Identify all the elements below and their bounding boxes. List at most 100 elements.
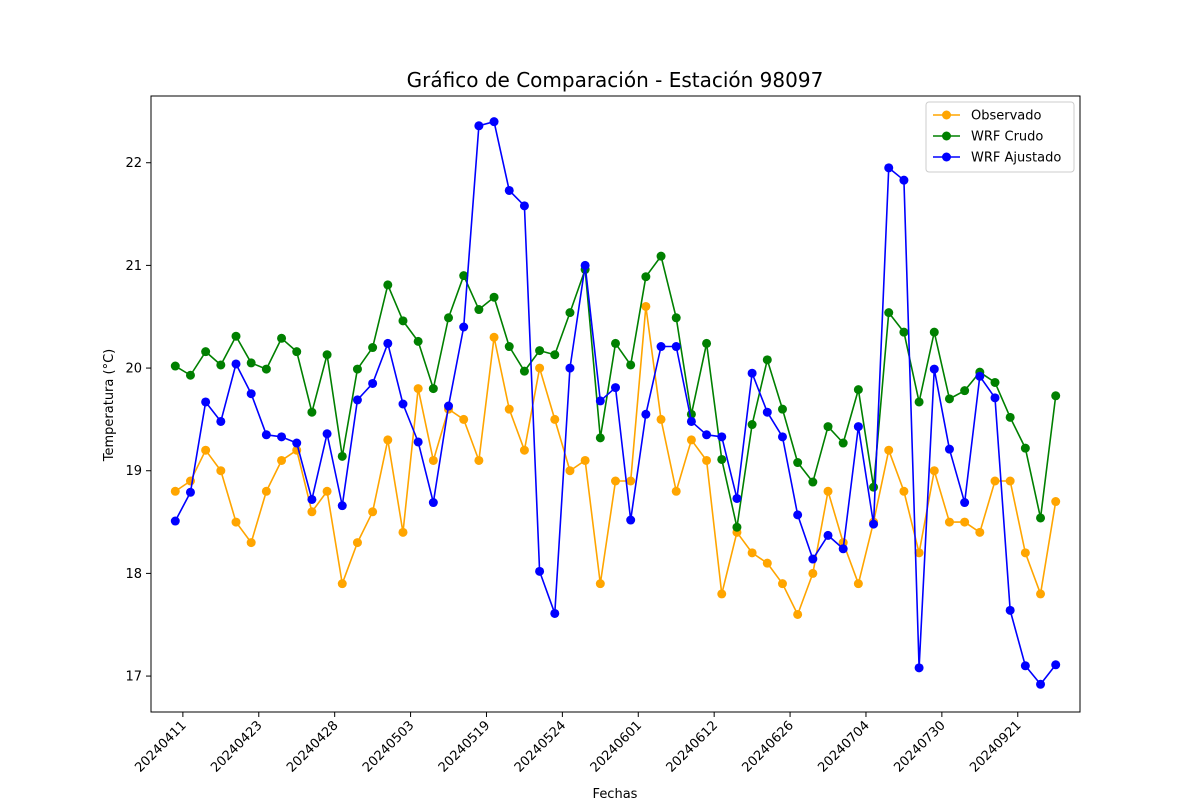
data-point-wrf-ajustado — [504, 185, 514, 195]
data-point-observado — [944, 517, 954, 527]
data-point-wrf-crudo — [884, 308, 894, 318]
data-point-wrf-ajustado — [1020, 661, 1030, 671]
data-point-wrf-crudo — [641, 272, 651, 282]
data-point-wrf-crudo — [838, 438, 848, 448]
data-point-wrf-crudo — [1051, 391, 1061, 401]
data-point-wrf-ajustado — [702, 430, 712, 440]
data-point-wrf-crudo — [944, 394, 954, 404]
data-point-wrf-ajustado — [853, 422, 863, 432]
data-point-observado — [823, 486, 833, 496]
data-point-wrf-crudo — [444, 313, 454, 323]
data-point-wrf-ajustado — [428, 498, 438, 508]
data-point-wrf-ajustado — [808, 554, 818, 564]
data-point-wrf-crudo — [489, 292, 499, 302]
data-point-wrf-ajustado — [413, 437, 423, 447]
data-point-wrf-ajustado — [307, 494, 317, 504]
data-point-wrf-ajustado — [1036, 679, 1046, 689]
data-point-observado — [853, 579, 863, 589]
data-point-observado — [337, 579, 347, 589]
data-point-wrf-ajustado — [261, 430, 271, 440]
data-point-wrf-crudo — [307, 407, 317, 417]
data-point-observado — [777, 579, 787, 589]
data-point-wrf-crudo — [1036, 513, 1046, 523]
data-point-wrf-ajustado — [884, 163, 894, 173]
data-point-observado — [747, 548, 757, 558]
data-point-wrf-crudo — [216, 360, 226, 370]
data-point-wrf-crudo — [292, 347, 302, 357]
data-point-wrf-crudo — [504, 342, 514, 352]
data-point-wrf-ajustado — [580, 260, 590, 270]
data-point-observado — [216, 466, 226, 476]
data-point-observado — [1051, 497, 1061, 507]
y-tick-label: 19 — [125, 464, 142, 479]
data-point-wrf-crudo — [459, 271, 469, 281]
data-point-wrf-crudo — [626, 360, 636, 370]
data-point-observado — [1036, 589, 1046, 599]
data-point-wrf-crudo — [960, 386, 970, 396]
data-point-wrf-crudo — [474, 305, 484, 315]
data-point-wrf-crudo — [823, 422, 833, 432]
data-point-observado — [535, 363, 545, 373]
x-axis-label: Fechas — [593, 787, 638, 800]
data-point-wrf-ajustado — [277, 432, 287, 442]
data-point-wrf-crudo — [413, 336, 423, 346]
data-point-wrf-ajustado — [626, 515, 636, 525]
data-point-wrf-crudo — [368, 343, 378, 353]
data-point-wrf-ajustado — [1051, 660, 1061, 670]
plot-frame — [150, 95, 1081, 713]
data-point-wrf-crudo — [185, 370, 195, 380]
y-tick-label: 20 — [125, 362, 142, 377]
data-point-wrf-ajustado — [747, 368, 757, 378]
data-point-wrf-ajustado — [565, 363, 575, 373]
data-point-observado — [246, 538, 256, 548]
data-point-wrf-crudo — [1005, 412, 1015, 422]
data-point-wrf-ajustado — [383, 338, 393, 348]
data-point-wrf-ajustado — [535, 566, 545, 576]
data-point-wrf-ajustado — [322, 429, 332, 439]
data-point-wrf-crudo — [595, 433, 605, 443]
data-point-wrf-crudo — [990, 377, 1000, 387]
data-point-wrf-crudo — [914, 397, 924, 407]
data-point-wrf-crudo — [550, 350, 560, 360]
data-point-observado — [261, 486, 271, 496]
data-point-wrf-ajustado — [489, 117, 499, 127]
data-point-wrf-ajustado — [550, 608, 560, 618]
data-point-wrf-ajustado — [929, 364, 939, 374]
legend-label-wrf-crudo: WRF Crudo — [971, 130, 1043, 145]
data-point-wrf-crudo — [793, 458, 803, 468]
data-point-wrf-crudo — [808, 477, 818, 487]
data-point-observado — [504, 404, 514, 414]
data-point-observado — [626, 476, 636, 486]
data-point-observado — [474, 455, 484, 465]
data-point-observado — [686, 435, 696, 445]
data-point-observado — [231, 517, 241, 527]
data-point-wrf-crudo — [762, 355, 772, 365]
data-point-observado — [611, 476, 620, 486]
data-point-wrf-crudo — [519, 366, 529, 376]
data-point-observado — [459, 414, 469, 424]
data-point-observado — [975, 527, 985, 537]
data-point-wrf-ajustado — [944, 444, 954, 454]
data-point-observado — [990, 476, 1000, 486]
data-point-observado — [398, 527, 408, 537]
legend-swatch-marker-wrf-ajustado — [942, 152, 951, 162]
data-point-observado — [489, 332, 499, 342]
data-point-wrf-crudo — [671, 313, 681, 323]
chart-title: Gráfico de Comparación - Estación 98097 — [407, 68, 824, 92]
data-point-wrf-crudo — [398, 316, 408, 326]
data-point-wrf-crudo — [747, 420, 757, 430]
data-point-observado — [656, 414, 666, 424]
data-point-wrf-ajustado — [777, 432, 787, 442]
data-point-observado — [550, 414, 560, 424]
data-point-wrf-ajustado — [762, 407, 772, 417]
data-point-wrf-crudo — [717, 454, 727, 464]
data-point-observado — [352, 538, 362, 548]
y-tick-label: 17 — [125, 670, 142, 685]
data-point-observado — [1005, 476, 1015, 486]
data-point-wrf-ajustado — [611, 383, 620, 393]
data-point-wrf-ajustado — [671, 342, 681, 352]
data-point-wrf-crudo — [899, 327, 909, 337]
data-point-observado — [793, 609, 803, 619]
data-point-wrf-ajustado — [990, 393, 1000, 403]
